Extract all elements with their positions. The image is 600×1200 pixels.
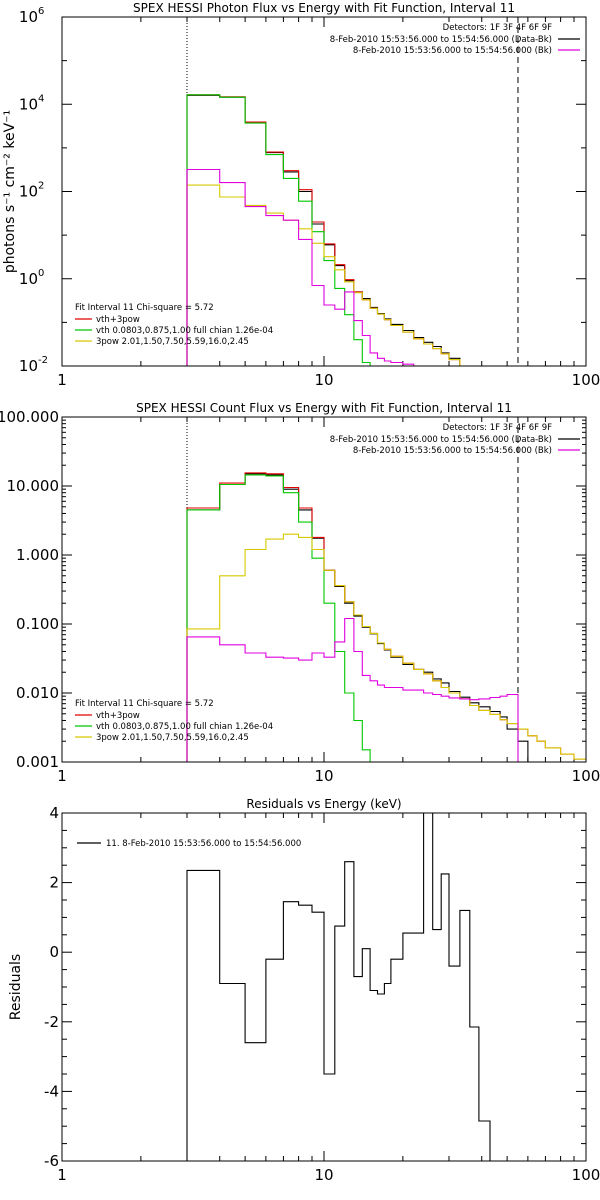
y-tick-exponent: 6 [38, 6, 44, 17]
y-tick-label: 4 [49, 804, 59, 822]
y-tick-label: 2 [49, 874, 59, 892]
y-tick-exponent: 4 [38, 93, 44, 104]
x-tick-label: 100 [572, 1166, 600, 1184]
legend-bottom-entry: vth+3pow [96, 711, 140, 721]
series-group [186, 813, 491, 1161]
y-tick-label: 0 [49, 943, 59, 961]
chart-title: Residuals vs Energy (keV) [246, 797, 401, 811]
x-tick-label: 1 [57, 371, 67, 389]
y-tick-label: 10 [19, 357, 38, 375]
y-tick-label: 10.000 [7, 477, 60, 495]
y-tick-label: 100.000 [0, 408, 59, 426]
x-tick-label: 1 [57, 767, 67, 785]
legend-top-entry: 8-Feb-2010 15:53:56.000 to 15:54:56.000 … [330, 35, 552, 45]
plot-frame [61, 16, 587, 367]
y-tick-exponent: 0 [38, 268, 44, 279]
plot-frame [61, 416, 587, 763]
series-group [186, 94, 471, 366]
series-bk-line [186, 168, 425, 366]
chart-panel-1: SPEX HESSI Photon Flux vs Energy with Fi… [2, 1, 600, 389]
y-tick-mantissa: 10 [19, 357, 38, 375]
x-tick-label: 100 [572, 371, 600, 389]
detectors-label: Detectors: 1F 3F 4F 6F 9F [443, 23, 552, 33]
chart-panel-3: Residuals vs Energy (keV) 1 10 100 4 2 0 -2 -4 -6… [8, 797, 600, 1184]
series-residuals-line [186, 813, 491, 1161]
legend-entry: 11. 8-Feb-2010 15:53:56.000 to 15:54:56.… [106, 839, 301, 849]
y-tick-exponent: 2 [38, 181, 44, 192]
y-tick-mantissa: 10 [19, 8, 38, 26]
y-axis-label: photons s⁻¹ cm⁻² keV⁻¹ [2, 110, 18, 273]
series-thermal-line [186, 94, 371, 366]
y-tick-mantissa: 10 [19, 95, 38, 113]
y-tick-exponent: -2 [38, 355, 48, 366]
series-bk-line [186, 617, 519, 762]
x-tick-label: 100 [572, 767, 600, 785]
legend-top-entry: 8-Feb-2010 15:53:56.000 to 15:54:56.000 … [330, 435, 552, 445]
y-tick-mantissa: 10 [19, 270, 38, 288]
legend-top-entry: 8-Feb-2010 15:53:56.000 to 15:54:56.000 … [353, 446, 552, 456]
chart-panel-2: SPEX HESSI Count Flux vs Energy with Fit… [0, 401, 600, 785]
plot-frame [61, 812, 587, 1162]
legend-bottom-entry: vth 0.0803,0.875,1.00 full chian 1.26e-0… [96, 326, 273, 336]
legend-bottom-entry: 3pow 2.01,1.50,7.50,5.59,16.0,2.45 [96, 337, 249, 347]
series-thermal-line [186, 474, 371, 762]
fit-interval-label: Fit Interval 11 Chi-square = 5.72 [75, 303, 214, 313]
y-tick-label: 10 [19, 183, 38, 201]
legend-bottom-entry: vth+3pow [96, 315, 140, 325]
y-tick-label: 10 [19, 8, 38, 26]
x-tick-label: 10 [314, 1166, 333, 1184]
y-tick-label: 0.100 [16, 615, 59, 633]
series-pow-line [186, 184, 471, 366]
y-tick-label: 0.001 [16, 753, 59, 771]
y-axis-label: Residuals [8, 954, 24, 1020]
y-tick-label: -2 [44, 1013, 59, 1031]
y-tick-label: 10 [19, 270, 38, 288]
y-tick-mantissa: 10 [19, 183, 38, 201]
x-tick-label: 10 [314, 767, 333, 785]
y-tick-label: -4 [44, 1082, 59, 1100]
y-tick-label: 10 [19, 95, 38, 113]
legend-bottom-entry: vth 0.0803,0.875,1.00 full chian 1.26e-0… [96, 722, 273, 732]
legend-top-entry: 8-Feb-2010 15:53:56.000 to 15:54:56.000 … [353, 46, 552, 56]
detectors-label: Detectors: 1F 3F 4F 6F 9F [443, 423, 552, 433]
y-tick-label: -6 [44, 1152, 59, 1170]
chart-title: SPEX HESSI Count Flux vs Energy with Fit… [136, 401, 512, 415]
fit-interval-label: Fit Interval 11 Chi-square = 5.72 [75, 699, 214, 709]
x-tick-label: 10 [314, 371, 333, 389]
series-group [186, 472, 586, 762]
y-tick-label: 1.000 [16, 546, 59, 564]
y-tick-label: 0.010 [16, 684, 59, 702]
x-tick-label: 1 [57, 1166, 67, 1184]
chart-title: SPEX HESSI Photon Flux vs Energy with Fi… [133, 1, 515, 15]
legend-bottom-entry: 3pow 2.01,1.50,7.50,5.59,16.0,2.45 [96, 733, 249, 743]
